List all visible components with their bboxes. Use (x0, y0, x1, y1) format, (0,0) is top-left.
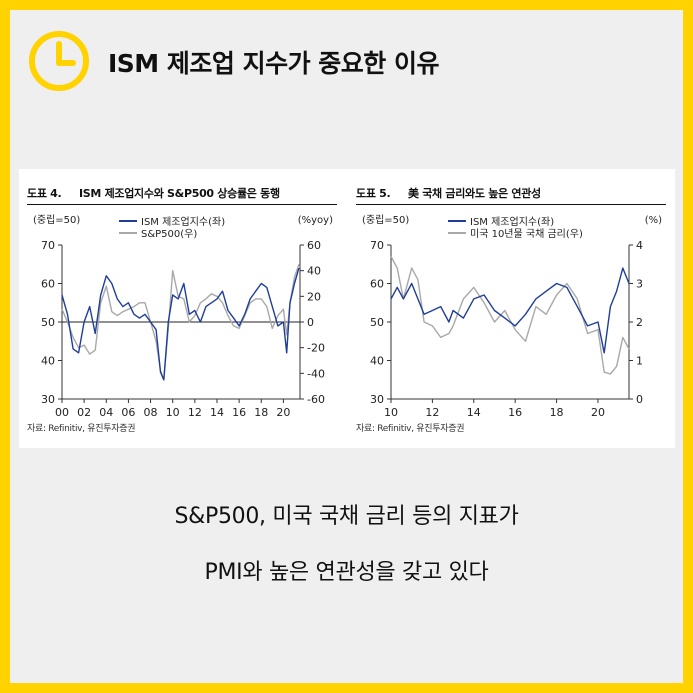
title-rule (356, 204, 666, 205)
x-tick-label: 16 (508, 406, 522, 419)
right-tick-label: 20 (307, 290, 321, 303)
legend-label: 미국 10년물 국채 금리(우) (470, 228, 583, 240)
title-rule (27, 204, 337, 205)
x-tick-label: 18 (254, 406, 268, 419)
left-tick-label: 40 (41, 355, 55, 368)
x-tick-label: 12 (425, 406, 439, 419)
x-tick-label: 16 (232, 406, 246, 419)
series-line-secondary (390, 256, 630, 375)
figure-source: 자료: Refinitiv, 유진투자증권 (356, 424, 465, 434)
left-tick-label: 50 (370, 316, 384, 329)
left-axis-label: (중립=50) (362, 213, 409, 226)
x-tick-label: 12 (188, 406, 202, 419)
x-tick-label: 20 (591, 406, 605, 419)
right-axis-label: (%yoy) (298, 215, 333, 226)
x-tick-label: 02 (77, 406, 91, 419)
card-background: ISM 제조업 지수가 중요한 이유 도표 4. ISM 제조업지수와 S&P50… (10, 10, 683, 683)
right-tick-label: 2 (636, 316, 643, 329)
right-tick-label: 0 (636, 393, 643, 406)
figure-number: 도표 4. (27, 187, 62, 200)
left-tick-label: 30 (370, 393, 384, 406)
left-tick-label: 60 (41, 278, 55, 291)
caption-line-2: PMI와 높은 연관성을 갖고 있다 (204, 560, 489, 585)
right-tick-label: 0 (307, 316, 314, 329)
right-axis-label: (%) (645, 215, 662, 226)
right-tick-label: -60 (307, 393, 325, 406)
legend-label: ISM 제조업지수(좌) (141, 215, 225, 228)
x-tick-label: 10 (384, 406, 398, 419)
right-tick-label: 4 (636, 239, 643, 252)
series-line-secondary (61, 264, 300, 381)
legend-label: S&P500(우) (141, 228, 197, 240)
clock-icon (29, 31, 89, 91)
left-tick-label: 60 (370, 278, 384, 291)
figure-4: 도표 4. ISM 제조업지수와 S&P500 상승률은 동행 (중립=50) (%… (19, 169, 346, 448)
chart-ism-sp500: (중립=50) (%yoy)3040506070-60-40-2002040600… (33, 213, 333, 419)
page-title: ISM 제조업 지수가 중요한 이유 (108, 49, 440, 78)
header: ISM 제조업 지수가 중요한 이유 (10, 10, 683, 110)
right-tick-label: -20 (307, 342, 325, 355)
figure-title-text: 美 국채 금리와도 높은 연관성 (408, 187, 541, 200)
right-tick-label: 60 (307, 239, 321, 252)
x-tick-label: 04 (99, 406, 113, 419)
left-tick-label: 70 (370, 239, 384, 252)
x-tick-label: 14 (467, 406, 481, 419)
right-tick-label: -40 (307, 367, 325, 380)
left-tick-label: 50 (41, 316, 55, 329)
figure-source: 자료: Refinitiv, 유진투자증권 (27, 424, 136, 434)
figure-panel: 도표 4. ISM 제조업지수와 S&P500 상승률은 동행 (중립=50) (%… (19, 169, 675, 448)
left-axis-label: (중립=50) (33, 213, 80, 226)
x-tick-label: 14 (210, 406, 224, 419)
x-tick-label: 18 (550, 406, 564, 419)
x-tick-label: 00 (55, 406, 69, 419)
series-line-ism (61, 267, 300, 381)
x-tick-label: 08 (144, 406, 158, 419)
left-tick-label: 30 (41, 393, 55, 406)
legend-label: ISM 제조업지수(좌) (470, 215, 554, 228)
left-tick-label: 40 (370, 355, 384, 368)
x-tick-label: 06 (121, 406, 135, 419)
figure-title: 도표 5. 美 국채 금리와도 높은 연관성 (356, 185, 541, 201)
figure-title: 도표 4. ISM 제조업지수와 S&P500 상승률은 동행 (27, 185, 280, 201)
right-tick-label: 40 (307, 265, 321, 278)
caption-line-1: S&P500, 미국 국채 금리 등의 지표가 (174, 504, 519, 529)
x-tick-label: 10 (166, 406, 180, 419)
right-tick-label: 3 (636, 278, 643, 291)
series-line-ism (390, 267, 630, 354)
left-tick-label: 70 (41, 239, 55, 252)
right-tick-label: 1 (636, 355, 643, 368)
figure-5: 도표 5. 美 국채 금리와도 높은 연관성 (중립=50) (%) 30 40 50 60… (348, 169, 675, 448)
figure-title-text: ISM 제조업지수와 S&P500 상승률은 동행 (79, 187, 280, 200)
figure-number: 도표 5. (356, 187, 391, 200)
x-tick-label: 20 (276, 406, 290, 419)
